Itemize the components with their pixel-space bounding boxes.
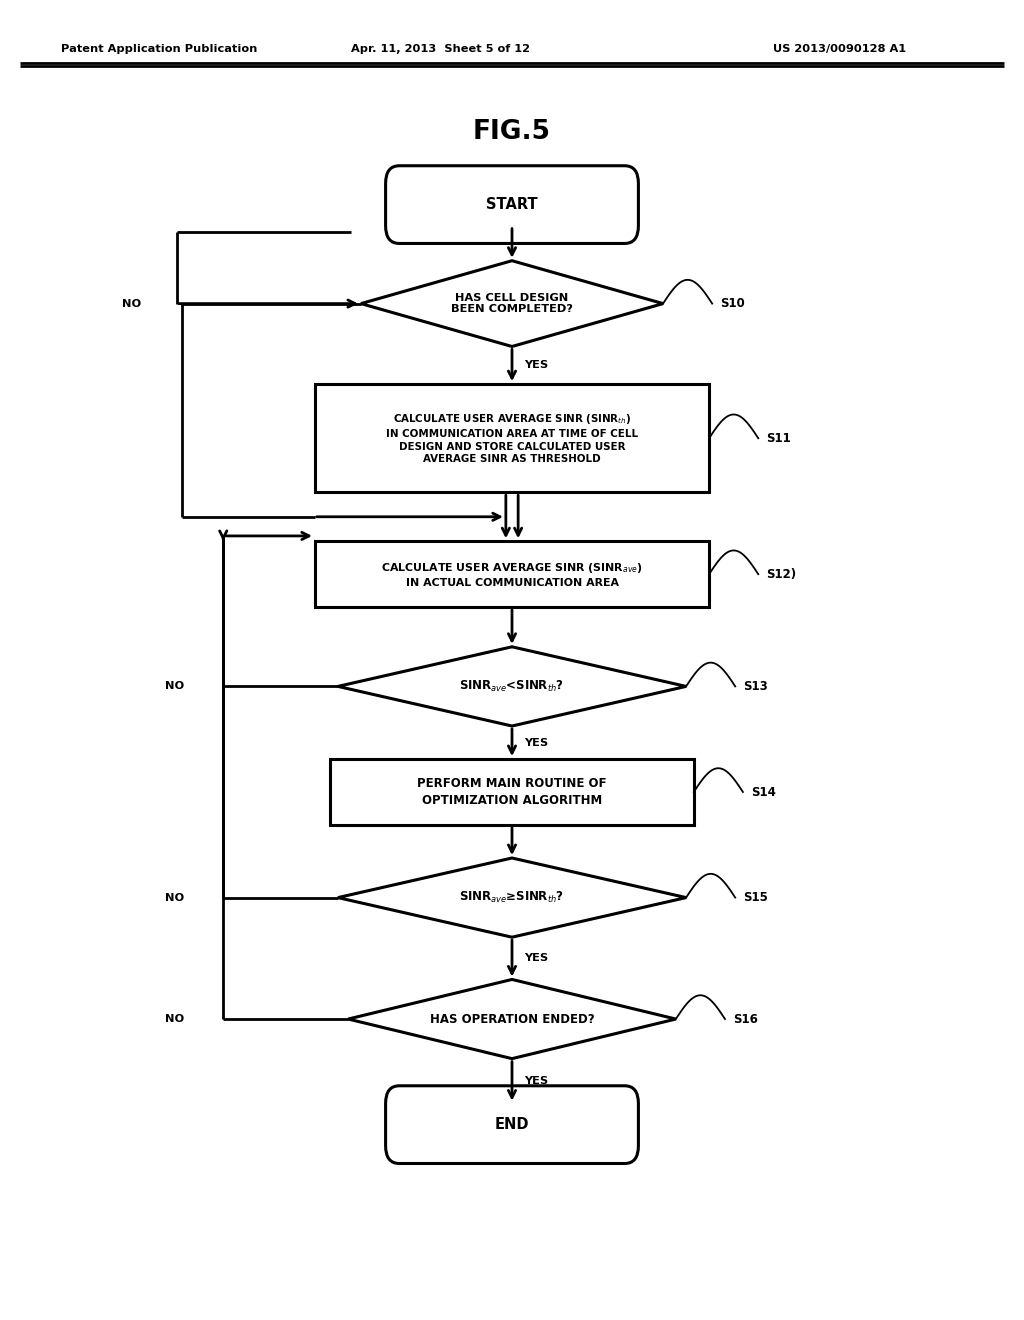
- Text: S10: S10: [721, 297, 745, 310]
- Text: YES: YES: [524, 1076, 549, 1086]
- Bar: [315, 384, 709, 492]
- Text: SINR$_{ave}$<SINR$_{th}$?: SINR$_{ave}$<SINR$_{th}$?: [460, 678, 564, 694]
- Text: YES: YES: [524, 953, 549, 964]
- Text: NO: NO: [165, 681, 184, 692]
- Text: S14: S14: [752, 785, 776, 799]
- Text: CALCULATE USER AVERAGE SINR (SINR$_{th}$)
IN COMMUNICATION AREA AT TIME OF CELL
: CALCULATE USER AVERAGE SINR (SINR$_{th}$…: [386, 412, 638, 465]
- Text: YES: YES: [524, 360, 549, 371]
- Text: S12): S12): [766, 568, 797, 581]
- Text: END: END: [495, 1117, 529, 1133]
- Text: S13: S13: [743, 680, 768, 693]
- Polygon shape: [348, 979, 676, 1059]
- Text: FIG.5: FIG.5: [473, 119, 551, 145]
- FancyBboxPatch shape: [386, 166, 638, 243]
- Bar: [315, 541, 709, 607]
- Text: NO: NO: [122, 298, 141, 309]
- Text: CALCULATE USER AVERAGE SINR (SINR$_{ave}$)
IN ACTUAL COMMUNICATION AREA: CALCULATE USER AVERAGE SINR (SINR$_{ave}…: [381, 561, 643, 587]
- Text: Patent Application Publication: Patent Application Publication: [61, 44, 258, 54]
- Text: YES: YES: [524, 738, 549, 747]
- Text: PERFORM MAIN ROUTINE OF
OPTIMIZATION ALGORITHM: PERFORM MAIN ROUTINE OF OPTIMIZATION ALG…: [417, 777, 607, 807]
- Text: HAS CELL DESIGN
BEEN COMPLETED?: HAS CELL DESIGN BEEN COMPLETED?: [451, 293, 573, 314]
- Text: SINR$_{ave}$≥SINR$_{th}$?: SINR$_{ave}$≥SINR$_{th}$?: [460, 890, 564, 906]
- Text: S15: S15: [743, 891, 768, 904]
- Text: S16: S16: [733, 1012, 758, 1026]
- Text: US 2013/0090128 A1: US 2013/0090128 A1: [773, 44, 906, 54]
- Polygon shape: [338, 858, 686, 937]
- Text: S11: S11: [766, 432, 792, 445]
- Text: HAS OPERATION ENDED?: HAS OPERATION ENDED?: [430, 1012, 594, 1026]
- Polygon shape: [338, 647, 686, 726]
- Text: Apr. 11, 2013  Sheet 5 of 12: Apr. 11, 2013 Sheet 5 of 12: [351, 44, 529, 54]
- Text: START: START: [486, 197, 538, 213]
- Text: NO: NO: [165, 1014, 184, 1024]
- Text: NO: NO: [165, 892, 184, 903]
- FancyBboxPatch shape: [386, 1086, 638, 1163]
- Polygon shape: [361, 261, 664, 346]
- Bar: [330, 759, 694, 825]
